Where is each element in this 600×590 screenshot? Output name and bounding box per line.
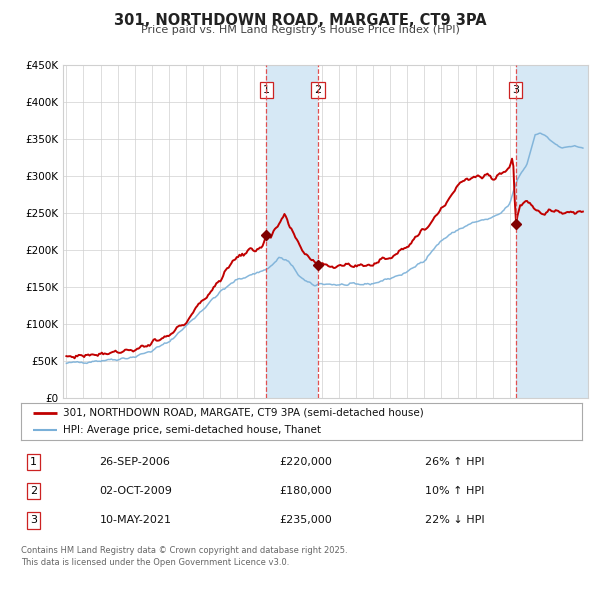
Text: 301, NORTHDOWN ROAD, MARGATE, CT9 3PA: 301, NORTHDOWN ROAD, MARGATE, CT9 3PA bbox=[113, 13, 487, 28]
Bar bbox=[266, 65, 318, 398]
Text: Contains HM Land Registry data © Crown copyright and database right 2025.
This d: Contains HM Land Registry data © Crown c… bbox=[21, 546, 347, 567]
Text: 22% ↓ HPI: 22% ↓ HPI bbox=[425, 516, 485, 526]
Text: 26-SEP-2006: 26-SEP-2006 bbox=[100, 457, 170, 467]
Text: 3: 3 bbox=[30, 516, 37, 526]
Text: 26% ↑ HPI: 26% ↑ HPI bbox=[425, 457, 484, 467]
Bar bbox=[516, 65, 588, 398]
Text: £235,000: £235,000 bbox=[279, 516, 332, 526]
Text: 3: 3 bbox=[512, 85, 519, 95]
Text: HPI: Average price, semi-detached house, Thanet: HPI: Average price, semi-detached house,… bbox=[63, 425, 321, 435]
Text: 2: 2 bbox=[314, 85, 322, 95]
Text: 02-OCT-2009: 02-OCT-2009 bbox=[100, 486, 172, 496]
Text: 10% ↑ HPI: 10% ↑ HPI bbox=[425, 486, 484, 496]
Text: 1: 1 bbox=[30, 457, 37, 467]
Text: 10-MAY-2021: 10-MAY-2021 bbox=[100, 516, 172, 526]
Text: 301, NORTHDOWN ROAD, MARGATE, CT9 3PA (semi-detached house): 301, NORTHDOWN ROAD, MARGATE, CT9 3PA (s… bbox=[63, 408, 424, 418]
Text: 2: 2 bbox=[30, 486, 37, 496]
Text: £220,000: £220,000 bbox=[279, 457, 332, 467]
Text: £180,000: £180,000 bbox=[279, 486, 332, 496]
Text: 1: 1 bbox=[263, 85, 270, 95]
Text: Price paid vs. HM Land Registry's House Price Index (HPI): Price paid vs. HM Land Registry's House … bbox=[140, 25, 460, 35]
